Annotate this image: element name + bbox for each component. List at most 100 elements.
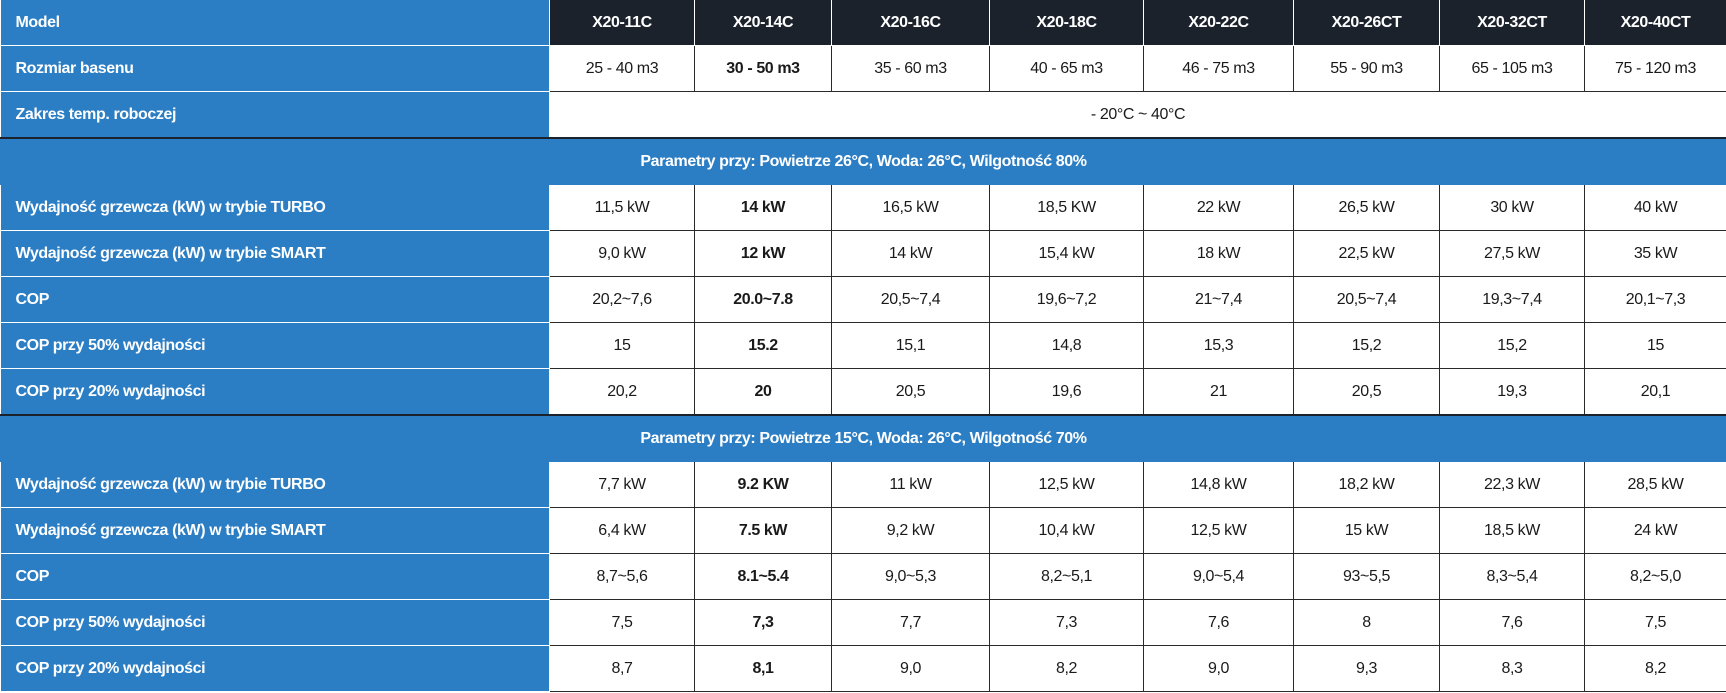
table-cell: 46 - 75 m3 bbox=[1143, 45, 1294, 92]
table-cell: 8,1 bbox=[694, 645, 832, 692]
table-cell: 7.5 kW bbox=[694, 507, 832, 554]
table-cell: 15,4 kW bbox=[989, 230, 1144, 277]
table-cell: 15 bbox=[549, 322, 695, 369]
table-cell: 15,3 bbox=[1143, 322, 1294, 369]
table-row: Wydajność grzewcza (kW) w trybie TURBO 7… bbox=[0, 461, 1726, 508]
table-cell: 8,7 bbox=[549, 645, 695, 692]
section-header-row: Parametry przy: Powietrze 26°C, Woda: 26… bbox=[0, 137, 1726, 185]
table-cell: 9,0 bbox=[1143, 645, 1294, 692]
table-cell: 15 bbox=[1584, 322, 1726, 369]
table-cell: 40 - 65 m3 bbox=[989, 45, 1144, 92]
table-cell: 8,3~5,4 bbox=[1439, 553, 1585, 600]
table-cell: 7,5 bbox=[549, 599, 695, 646]
model-header: X20-40CT bbox=[1584, 0, 1726, 46]
table-cell: 9.2 KW bbox=[694, 461, 832, 508]
model-header: X20-32CT bbox=[1439, 0, 1585, 46]
table-cell: 35 kW bbox=[1584, 230, 1726, 277]
table-cell: 93~5,5 bbox=[1293, 553, 1440, 600]
model-header: X20-22C bbox=[1143, 0, 1294, 46]
table-cell: 15,2 bbox=[1439, 322, 1585, 369]
table-cell: 18,2 kW bbox=[1293, 461, 1440, 508]
table-cell: 26,5 kW bbox=[1293, 184, 1440, 231]
table-cell: 30 - 50 m3 bbox=[694, 45, 832, 92]
row-label: COP bbox=[0, 553, 550, 600]
temp-range-row: Zakres temp. roboczej - 20°C ~ 40°C bbox=[0, 91, 1726, 139]
table-cell: 9,0~5,4 bbox=[1143, 553, 1294, 600]
row-label: Rozmiar basenu bbox=[0, 45, 550, 92]
header-label: Model bbox=[0, 0, 550, 46]
table-row: COP przy 20% wydajności 20,2 20 20,5 19,… bbox=[0, 368, 1726, 416]
table-cell: 8,2 bbox=[989, 645, 1144, 692]
model-header: X20-16C bbox=[831, 0, 990, 46]
row-label: COP przy 50% wydajności bbox=[0, 599, 550, 646]
table-cell: 15.2 bbox=[694, 322, 832, 369]
table-cell: 9,2 kW bbox=[831, 507, 990, 554]
table-cell: 12,5 kW bbox=[1143, 507, 1294, 554]
table-cell: 19,6~7,2 bbox=[989, 276, 1144, 323]
table-cell: 7,5 bbox=[1584, 599, 1726, 646]
table-cell: 15 kW bbox=[1293, 507, 1440, 554]
table-cell: 10,4 kW bbox=[989, 507, 1144, 554]
table-cell: 20.0~7.8 bbox=[694, 276, 832, 323]
table-cell: 20,2 bbox=[549, 368, 695, 416]
table-cell: 7,6 bbox=[1439, 599, 1585, 646]
section-title: Parametry przy: Powietrze 26°C, Woda: 26… bbox=[0, 137, 1726, 185]
table-cell: 18,5 kW bbox=[1439, 507, 1585, 554]
table-row: Wydajność grzewcza (kW) w trybie SMART 6… bbox=[0, 507, 1726, 554]
table-cell: 28,5 kW bbox=[1584, 461, 1726, 508]
table-cell: 19,6 bbox=[989, 368, 1144, 416]
table-cell: 8,2~5,1 bbox=[989, 553, 1144, 600]
table-cell: 15,1 bbox=[831, 322, 990, 369]
row-label: COP przy 20% wydajności bbox=[0, 645, 550, 692]
table-row: COP 8,7~5,6 8.1~5.4 9,0~5,3 8,2~5,1 9,0~… bbox=[0, 553, 1726, 600]
model-header: X20-26CT bbox=[1293, 0, 1440, 46]
table-cell: 16,5 kW bbox=[831, 184, 990, 231]
table-cell: 9,0 bbox=[831, 645, 990, 692]
table-cell: 8,2~5,0 bbox=[1584, 553, 1726, 600]
table-cell: 20,5 bbox=[831, 368, 990, 416]
row-label: Wydajność grzewcza (kW) w trybie TURBO bbox=[0, 461, 550, 508]
table-cell: 22,3 kW bbox=[1439, 461, 1585, 508]
table-row: COP przy 50% wydajności 7,5 7,3 7,7 7,3 … bbox=[0, 599, 1726, 646]
table-cell: 6,4 kW bbox=[549, 507, 695, 554]
table-cell: 21~7,4 bbox=[1143, 276, 1294, 323]
temp-range-value: - 20°C ~ 40°C bbox=[549, 91, 1726, 139]
row-label: Zakres temp. roboczej bbox=[0, 91, 550, 139]
row-label: Wydajność grzewcza (kW) w trybie SMART bbox=[0, 507, 550, 554]
table-row: Wydajność grzewcza (kW) w trybie SMART 9… bbox=[0, 230, 1726, 277]
table-cell: 27,5 kW bbox=[1439, 230, 1585, 277]
table-cell: 7,3 bbox=[694, 599, 832, 646]
table-cell: 20,5 bbox=[1293, 368, 1440, 416]
table-cell: 12 kW bbox=[694, 230, 832, 277]
table-cell: 14 kW bbox=[694, 184, 832, 231]
table-cell: 8,2 bbox=[1584, 645, 1726, 692]
model-header: X20-14C bbox=[694, 0, 832, 46]
table-cell: 21 bbox=[1143, 368, 1294, 416]
table-cell: 20,1 bbox=[1584, 368, 1726, 416]
section-title: Parametry przy: Powietrze 15°C, Woda: 26… bbox=[0, 414, 1726, 462]
row-label: Wydajność grzewcza (kW) w trybie SMART bbox=[0, 230, 550, 277]
table-cell: 22 kW bbox=[1143, 184, 1294, 231]
table-cell: 18 kW bbox=[1143, 230, 1294, 277]
table-cell: 18,5 KW bbox=[989, 184, 1144, 231]
row-label: COP przy 20% wydajności bbox=[0, 368, 550, 416]
table-cell: 19,3 bbox=[1439, 368, 1585, 416]
table-cell: 9,3 bbox=[1293, 645, 1440, 692]
table-row: COP 20,2~7,6 20.0~7.8 20,5~7,4 19,6~7,2 … bbox=[0, 276, 1726, 323]
table-row: Wydajność grzewcza (kW) w trybie TURBO 1… bbox=[0, 184, 1726, 231]
table-cell: 20 bbox=[694, 368, 832, 416]
table-cell: 24 kW bbox=[1584, 507, 1726, 554]
table-cell: 8.1~5.4 bbox=[694, 553, 832, 600]
table-cell: 22,5 kW bbox=[1293, 230, 1440, 277]
section-header-row: Parametry przy: Powietrze 15°C, Woda: 26… bbox=[0, 414, 1726, 462]
table-cell: 9,0~5,3 bbox=[831, 553, 990, 600]
row-label: COP bbox=[0, 276, 550, 323]
table-cell: 7,7 bbox=[831, 599, 990, 646]
table-cell: 14 kW bbox=[831, 230, 990, 277]
table-cell: 7,6 bbox=[1143, 599, 1294, 646]
model-header: X20-18C bbox=[989, 0, 1144, 46]
table-cell: 75 - 120 m3 bbox=[1584, 45, 1726, 92]
table-cell: 20,1~7,3 bbox=[1584, 276, 1726, 323]
row-label: COP przy 50% wydajności bbox=[0, 322, 550, 369]
